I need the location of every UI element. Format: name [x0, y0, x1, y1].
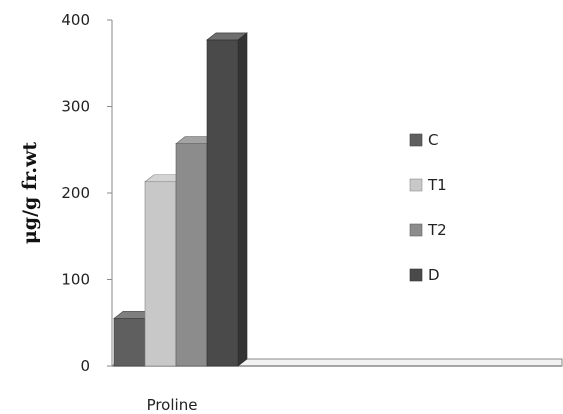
y-tick-label: 300	[61, 98, 90, 116]
y-tick-label: 200	[61, 184, 90, 202]
bar-series-group	[113, 32, 248, 367]
bar-top-face	[206, 32, 248, 41]
bar-d	[206, 32, 248, 367]
y-tick-label: 100	[61, 271, 90, 289]
legend-item-c: C	[409, 131, 438, 149]
bar-front-face	[113, 318, 146, 367]
legend-swatch	[409, 223, 423, 237]
legend-item-t1: T1	[409, 176, 447, 194]
legend-swatch	[409, 178, 423, 192]
x-category-labels: Proline	[147, 396, 198, 414]
legend-label: T1	[427, 176, 447, 194]
x-category-label: Proline	[147, 396, 198, 414]
bar-front-face	[175, 143, 208, 367]
bar-front-face	[144, 181, 177, 367]
legend-label: T2	[427, 221, 447, 239]
legend-item-t2: T2	[409, 221, 447, 239]
bar-front-face	[206, 39, 239, 367]
legend-item-d: D	[409, 266, 440, 284]
y-tick-label: 0	[80, 357, 90, 375]
y-tick-label: 400	[61, 11, 90, 29]
legend: C T1 T2 D	[409, 131, 447, 284]
y-axis-title: μg/g fr.wt	[19, 142, 41, 244]
y-axis	[107, 19, 113, 367]
legend-label: C	[428, 131, 438, 149]
legend-swatch	[409, 133, 423, 147]
legend-swatch	[409, 268, 423, 282]
y-tick-labels: 0 100 200 300 400	[61, 11, 90, 375]
legend-label: D	[428, 266, 440, 284]
bar-side-face	[237, 32, 248, 367]
